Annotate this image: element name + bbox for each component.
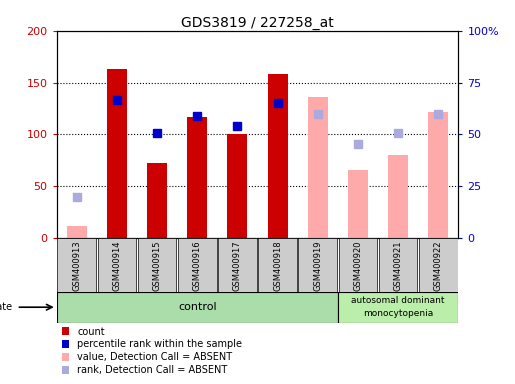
- Bar: [259, 238, 297, 292]
- Bar: [58, 238, 96, 292]
- Bar: [218, 238, 256, 292]
- Text: GSM400921: GSM400921: [393, 241, 403, 291]
- Bar: [138, 238, 176, 292]
- Text: GSM400922: GSM400922: [434, 241, 443, 291]
- Bar: [308, 97, 328, 238]
- Bar: [66, 226, 87, 238]
- Text: GSM400917: GSM400917: [233, 241, 242, 291]
- Text: GSM400914: GSM400914: [112, 241, 122, 291]
- Bar: [388, 155, 408, 238]
- Text: control: control: [178, 302, 216, 312]
- Text: disease state: disease state: [0, 302, 12, 312]
- Title: GDS3819 / 227258_at: GDS3819 / 227258_at: [181, 16, 334, 30]
- Bar: [268, 74, 287, 238]
- Text: GSM400918: GSM400918: [273, 241, 282, 291]
- Bar: [187, 117, 208, 238]
- Text: GSM400915: GSM400915: [152, 241, 162, 291]
- Bar: [338, 292, 458, 323]
- Bar: [98, 238, 136, 292]
- Bar: [379, 238, 417, 292]
- Bar: [107, 69, 127, 238]
- Bar: [348, 170, 368, 238]
- Bar: [178, 238, 216, 292]
- Text: GSM400913: GSM400913: [72, 241, 81, 291]
- Text: GSM400920: GSM400920: [353, 241, 363, 291]
- Bar: [428, 112, 448, 238]
- Bar: [339, 238, 377, 292]
- Bar: [228, 134, 248, 238]
- Bar: [299, 238, 337, 292]
- Text: monocytopenia: monocytopenia: [363, 310, 433, 318]
- Bar: [419, 238, 457, 292]
- Text: autosomal dominant: autosomal dominant: [351, 296, 445, 305]
- Text: GSM400916: GSM400916: [193, 241, 202, 291]
- Legend: count, percentile rank within the sample, value, Detection Call = ABSENT, rank, : count, percentile rank within the sample…: [61, 326, 242, 375]
- Bar: [147, 164, 167, 238]
- Bar: [57, 292, 338, 323]
- Text: GSM400919: GSM400919: [313, 241, 322, 291]
